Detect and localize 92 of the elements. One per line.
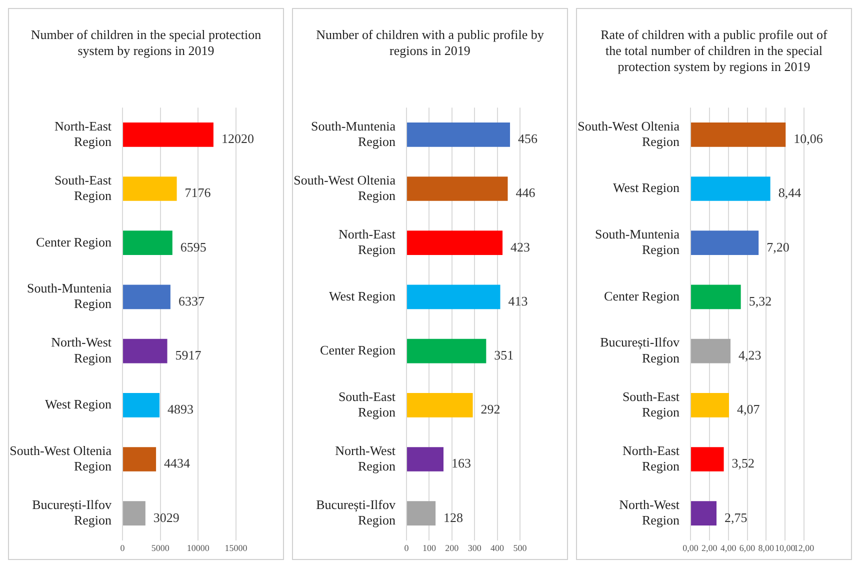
bar [691,230,759,256]
y-tick-label: West Region [329,288,396,304]
data-label: 456 [518,131,538,146]
y-tick-label: Center Region [36,234,112,250]
x-tick-label: 15000 [224,543,248,554]
x-tick-label: 300 [468,543,482,554]
data-label: 12020 [221,131,254,146]
x-tick-label: 400 [490,543,505,554]
y-tick-label: North-East Region [54,118,112,149]
y-tick-label: North-East Region [622,442,680,474]
y-tick-label: South-West Oltenia Region [294,172,396,203]
data-label: 4,23 [738,347,762,362]
data-label: 8,44 [778,185,802,200]
data-label: 413 [508,293,528,308]
bar [123,176,177,201]
x-tick-label: 12,00 [794,543,815,554]
bar [123,447,156,472]
data-label: 7,20 [766,239,790,254]
data-label: 163 [452,456,471,471]
data-label: 4,07 [736,402,760,417]
data-label: 10,06 [794,131,824,146]
bar [407,176,508,201]
bar [407,447,444,472]
x-tick-label: 0 [120,543,126,554]
data-label: 5,32 [748,293,772,308]
bar [123,284,170,310]
data-label: 3029 [153,510,180,525]
bar [407,392,473,418]
chart-title: Rate of children with a public profile out of the total number of children in the special protection system by regions in 2019 [600,26,828,76]
x-tick-label: 4,00 [720,543,737,554]
y-tick-label: South-East Region [338,388,396,420]
y-tick-label: North-East Region [338,226,396,258]
data-label: 446 [516,185,536,200]
bar [691,338,731,364]
data-label: 6337 [178,293,205,308]
bar [123,501,146,526]
bar [407,284,500,310]
bar [407,230,503,256]
bar [691,122,786,147]
data-label: 351 [494,347,514,362]
data-label: 4434 [164,456,191,471]
bar [407,122,510,147]
data-label: 7176 [184,185,212,200]
y-tick-label: West Region [45,396,112,412]
bar [407,338,486,364]
y-tick-label: București-Ilfov Region [316,496,396,528]
y-tick-label: South-East Region [54,172,112,203]
x-tick-label: 2,00 [702,543,718,554]
y-tick-label: North-West Region [51,334,112,366]
y-tick-label: Center Region [604,288,680,304]
x-tick-label: 100 [422,543,436,554]
data-label: 5917 [175,347,202,362]
y-tick-label: București-Ilfov Region [32,496,112,528]
y-tick-label: South-West Oltenia Region [578,118,680,149]
y-tick-label: South-East Region [622,388,680,420]
bar [691,501,717,526]
y-tick-label: North-West Region [335,442,396,474]
data-label: 423 [510,239,530,254]
data-label: 6595 [180,239,206,254]
x-tick-label: 8,00 [758,543,775,554]
x-tick-label: 5000 [151,543,170,554]
x-tick-label: 10,00 [774,543,796,554]
bar [691,284,741,310]
bar [123,338,168,364]
x-tick-label: 0,00 [682,543,699,554]
x-tick-label: 6,00 [739,543,756,554]
y-tick-label: West Region [613,180,680,196]
x-tick-label: 200 [445,543,460,554]
bar [123,122,214,147]
x-tick-label: 0 [404,543,410,554]
bar [123,230,172,256]
bar [691,447,724,472]
bar [691,176,770,201]
y-tick-label: South-West Oltenia Region [10,442,112,474]
y-tick-label: North-West Region [619,496,680,528]
data-label: 128 [444,510,464,525]
y-tick-label: South-Muntenia Region [595,226,680,258]
data-label: 292 [480,402,500,417]
y-tick-label: Center Region [320,342,396,358]
x-tick-label: 10000 [186,543,210,554]
bar [691,392,729,418]
y-tick-label: South-Muntenia Region [311,118,396,149]
y-tick-label: București-Ilfov Region [600,334,680,366]
data-label: 2,75 [724,510,748,525]
data-label: 4893 [168,402,194,417]
bar [123,392,160,418]
chart-title: Number of children in the special protection system by regions in 2019 [30,26,262,60]
x-tick-label: 500 [513,543,528,554]
bar [407,501,436,526]
chart-title: Number of children with a public profile by regions in 2019 [315,26,545,60]
y-tick-label: South-Muntenia Region [27,280,112,312]
data-label: 3,52 [732,456,755,471]
